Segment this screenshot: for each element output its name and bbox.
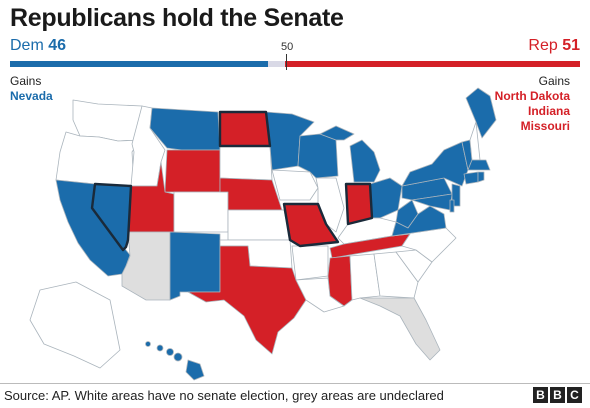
majority-tick [286, 54, 287, 70]
state-hawaii [145, 341, 205, 381]
state-alaska [29, 281, 121, 369]
rep-label: Rep [528, 37, 558, 54]
gain-outline-nevada [90, 182, 133, 252]
state-illinois [315, 177, 345, 233]
state-oregon [55, 131, 141, 187]
dem-gains: Gains Nevada [10, 74, 53, 104]
state-arkansas [291, 245, 329, 281]
undeclared-seat-bar [268, 61, 285, 67]
chart-title: Republicans hold the Senate [10, 4, 344, 32]
state-florida [359, 297, 441, 361]
state-texas [187, 245, 307, 355]
state-new-mexico [169, 231, 221, 301]
rep-seat-count: Rep 51 [528, 37, 580, 55]
majority-mark-label: 50 [281, 41, 294, 53]
state-virginia [391, 205, 447, 237]
rep-gain-state: North Dakota [494, 89, 570, 103]
rep-seat-bar [285, 61, 580, 67]
footer-divider [0, 383, 590, 384]
dem-seats: 46 [48, 37, 67, 54]
state-delaware [449, 199, 455, 213]
state-south-dakota [219, 145, 273, 181]
bbc-logo-letter: C [567, 387, 582, 403]
rep-gain-state: Missouri [520, 119, 570, 133]
gain-outline-indiana [344, 182, 374, 226]
dem-gain-state: Nevada [10, 89, 53, 103]
state-wyoming [164, 149, 221, 193]
state-colorado [173, 191, 229, 233]
gain-outline-north-dakota [218, 110, 272, 148]
state-connecticut [463, 171, 479, 185]
state-ohio [369, 177, 403, 219]
dem-gains-title: Gains [10, 74, 42, 88]
state-georgia [373, 251, 419, 299]
state-iowa [271, 169, 319, 201]
state-rhode-island [477, 171, 485, 183]
state-michigan-upper [319, 125, 355, 141]
dem-seat-count: Dem 46 [10, 37, 66, 55]
state-alabama [349, 253, 381, 301]
state-michigan [349, 139, 381, 183]
state-arizona [121, 231, 171, 301]
state-washington [72, 99, 143, 142]
rep-seats: 51 [562, 37, 580, 54]
dem-seat-bar [10, 61, 268, 67]
state-nebraska [219, 177, 283, 211]
state-north-carolina [391, 227, 457, 263]
dem-label: Dem [10, 37, 44, 54]
bbc-logo-letter: B [533, 387, 548, 403]
rep-gains-title: Gains [538, 74, 570, 88]
bbc-logo-letter: B [550, 387, 565, 403]
state-massachusetts [467, 159, 491, 171]
rep-gain-state: Indiana [527, 104, 570, 118]
rep-gains: Gains North Dakota Indiana Missouri [495, 74, 570, 134]
state-kansas [227, 209, 291, 241]
state-maine [465, 87, 497, 139]
state-new-york [401, 141, 469, 187]
bbc-logo: B B C [533, 387, 582, 403]
state-north-dakota [219, 111, 271, 147]
gain-outline-missouri [282, 202, 340, 248]
source-note: Source: AP. White areas have no senate e… [4, 388, 444, 403]
